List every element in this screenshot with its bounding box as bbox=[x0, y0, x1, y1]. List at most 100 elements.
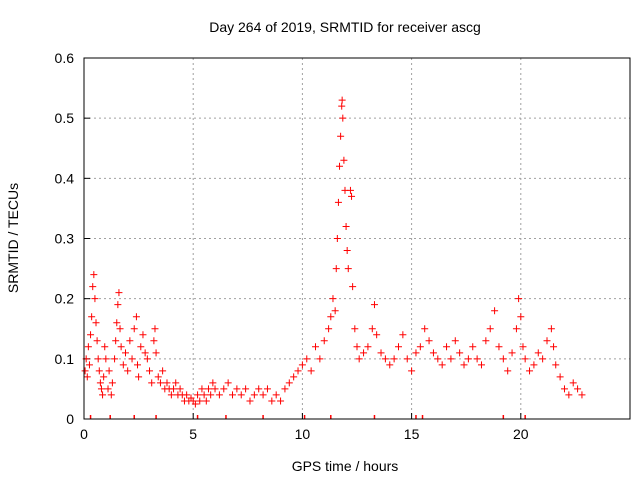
data-point bbox=[116, 325, 124, 333]
data-point bbox=[429, 349, 437, 357]
data-point bbox=[307, 367, 315, 375]
data-point bbox=[224, 379, 232, 387]
data-point bbox=[565, 391, 573, 399]
data-point bbox=[543, 337, 551, 345]
data-point bbox=[469, 343, 477, 351]
axis-ticks: 0 5 10 15 20 0 0.1 0.2 0.3 0.4 0.5 0.6 bbox=[55, 50, 529, 442]
data-point bbox=[526, 367, 534, 375]
data-point bbox=[237, 391, 245, 399]
data-point bbox=[547, 325, 555, 333]
data-point bbox=[83, 373, 91, 381]
data-point bbox=[268, 397, 276, 405]
data-point bbox=[340, 156, 348, 164]
data-point bbox=[412, 349, 420, 357]
data-point bbox=[112, 337, 120, 345]
data-point bbox=[294, 367, 302, 375]
data-point bbox=[425, 337, 433, 345]
data-point bbox=[99, 391, 107, 399]
data-point bbox=[434, 355, 442, 363]
data-point bbox=[176, 385, 184, 393]
data-point bbox=[530, 361, 538, 369]
data-point bbox=[152, 349, 160, 357]
y-tick-label: 0.4 bbox=[55, 170, 75, 186]
data-point bbox=[167, 391, 175, 399]
data-point bbox=[569, 379, 577, 387]
data-point bbox=[134, 361, 142, 369]
data-point bbox=[204, 385, 212, 393]
data-point bbox=[272, 391, 280, 399]
data-point bbox=[229, 391, 237, 399]
data-point bbox=[95, 367, 103, 375]
data-point bbox=[386, 361, 394, 369]
data-point bbox=[113, 319, 121, 327]
data-point bbox=[117, 343, 125, 351]
x-axis-label: GPS time / hours bbox=[292, 458, 399, 474]
data-point bbox=[515, 295, 523, 303]
data-point bbox=[151, 325, 159, 333]
data-point bbox=[534, 349, 542, 357]
y-tick-label: 0.3 bbox=[55, 231, 75, 247]
data-point bbox=[517, 313, 525, 321]
data-point bbox=[115, 289, 123, 297]
data-point bbox=[574, 385, 582, 393]
data-point bbox=[154, 373, 162, 381]
data-point bbox=[107, 391, 115, 399]
y-tick-label: 0.6 bbox=[55, 50, 75, 66]
data-point bbox=[207, 391, 215, 399]
data-point bbox=[94, 355, 102, 363]
data-point bbox=[93, 337, 101, 345]
y-axis-label: SRMTID / TECUs bbox=[5, 183, 21, 293]
data-point bbox=[298, 361, 306, 369]
data-point bbox=[105, 367, 113, 375]
data-point bbox=[486, 325, 494, 333]
data-point bbox=[220, 385, 228, 393]
data-point bbox=[343, 247, 351, 255]
data-point bbox=[209, 379, 217, 387]
data-point bbox=[137, 343, 145, 351]
data-point bbox=[342, 222, 350, 230]
data-point bbox=[504, 367, 512, 375]
data-point bbox=[508, 349, 516, 357]
data-point bbox=[128, 355, 136, 363]
data-point bbox=[327, 313, 335, 321]
data-point bbox=[277, 397, 285, 405]
data-point bbox=[130, 325, 138, 333]
y-tick-label: 0.2 bbox=[55, 291, 75, 307]
data-point bbox=[560, 385, 568, 393]
data-point bbox=[355, 355, 363, 363]
x-tick-label: 5 bbox=[189, 426, 197, 442]
data-point bbox=[132, 313, 140, 321]
data-point bbox=[170, 385, 178, 393]
data-point bbox=[464, 355, 472, 363]
data-point bbox=[102, 355, 110, 363]
x-tick-label: 10 bbox=[295, 426, 311, 442]
data-point bbox=[460, 361, 468, 369]
data-point bbox=[84, 343, 92, 351]
data-point bbox=[211, 385, 219, 393]
data-point bbox=[332, 265, 340, 273]
data-point bbox=[191, 400, 199, 408]
data-point bbox=[281, 385, 289, 393]
data-point bbox=[163, 379, 171, 387]
data-point bbox=[390, 355, 398, 363]
data-point bbox=[325, 325, 333, 333]
data-point bbox=[88, 313, 96, 321]
data-point bbox=[495, 343, 503, 351]
data-point bbox=[202, 397, 210, 405]
data-point bbox=[346, 186, 354, 194]
data-point bbox=[159, 367, 167, 375]
data-point bbox=[394, 343, 402, 351]
data-point bbox=[550, 343, 558, 351]
data-point bbox=[146, 367, 154, 375]
data-point bbox=[139, 331, 147, 339]
data-point bbox=[337, 132, 345, 140]
data-point bbox=[87, 331, 95, 339]
data-point bbox=[89, 283, 97, 291]
data-point bbox=[92, 319, 100, 327]
data-point bbox=[482, 337, 490, 345]
data-point bbox=[416, 343, 424, 351]
data-point bbox=[348, 192, 356, 200]
data-point bbox=[172, 379, 180, 387]
data-point bbox=[447, 355, 455, 363]
